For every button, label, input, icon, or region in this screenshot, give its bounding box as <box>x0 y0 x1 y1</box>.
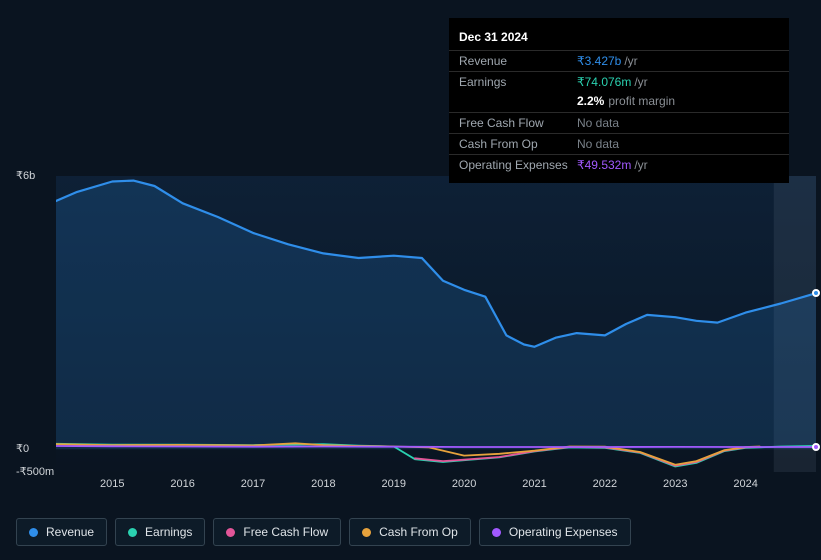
x-axis-label: 2023 <box>663 478 687 490</box>
legend-swatch-icon <box>128 528 137 537</box>
tooltip-row: Cash From OpNo data <box>449 133 789 154</box>
tooltip-row-value: ₹74.076m/yr <box>577 75 779 89</box>
tooltip-row-value: ₹3.427b/yr <box>577 54 779 68</box>
x-axis-label: 2019 <box>382 478 406 490</box>
tooltip-profit-margin: 2.2%profit margin <box>449 92 789 112</box>
tooltip-row: Free Cash FlowNo data <box>449 112 789 133</box>
x-axis-label: 2018 <box>311 478 335 490</box>
y-axis-label: ₹6b <box>16 169 35 182</box>
tooltip-row-label: Operating Expenses <box>459 158 577 172</box>
chart-series-line <box>56 446 816 447</box>
tooltip-row: Operating Expenses₹49.532m/yr <box>449 154 789 175</box>
financials-chart: Dec 31 2024 Revenue₹3.427b/yrEarnings₹74… <box>16 0 805 492</box>
series-end-marker <box>812 289 820 297</box>
y-axis-label: -₹500m <box>16 465 54 478</box>
tooltip-row-value: No data <box>577 116 779 130</box>
tooltip-row-value: ₹49.532m/yr <box>577 158 779 172</box>
y-axis-label: ₹0 <box>16 442 29 455</box>
series-end-marker <box>812 443 820 451</box>
legend-label: Operating Expenses <box>509 525 618 539</box>
legend-item[interactable]: Earnings <box>115 518 205 546</box>
legend-label: Revenue <box>46 525 94 539</box>
tooltip-date: Dec 31 2024 <box>449 26 789 50</box>
tooltip-row-value: No data <box>577 137 779 151</box>
chart-legend: Revenue Earnings Free Cash Flow Cash From O… <box>16 518 631 546</box>
legend-swatch-icon <box>226 528 235 537</box>
legend-item[interactable]: Cash From Op <box>349 518 471 546</box>
legend-label: Cash From Op <box>379 525 458 539</box>
x-axis-label: 2024 <box>733 478 757 490</box>
legend-label: Free Cash Flow <box>243 525 328 539</box>
legend-item[interactable]: Revenue <box>16 518 107 546</box>
legend-swatch-icon <box>29 528 38 537</box>
tooltip-row-label: Cash From Op <box>459 137 577 151</box>
tooltip-row-label: Free Cash Flow <box>459 116 577 130</box>
tooltip-row-label: Earnings <box>459 75 577 89</box>
x-axis-label: 2020 <box>452 478 476 490</box>
tooltip-row: Revenue₹3.427b/yr <box>449 50 789 71</box>
x-axis-label: 2015 <box>100 478 124 490</box>
legend-item[interactable]: Free Cash Flow <box>213 518 341 546</box>
x-axis-label: 2022 <box>593 478 617 490</box>
x-axis-label: 2021 <box>522 478 546 490</box>
x-axis-label: 2017 <box>241 478 265 490</box>
legend-item[interactable]: Operating Expenses <box>479 518 631 546</box>
legend-label: Earnings <box>145 525 192 539</box>
x-axis-label: 2016 <box>170 478 194 490</box>
legend-swatch-icon <box>492 528 501 537</box>
chart-tooltip: Dec 31 2024 Revenue₹3.427b/yrEarnings₹74… <box>449 18 789 183</box>
tooltip-row-label: Revenue <box>459 54 577 68</box>
tooltip-row: Earnings₹74.076m/yr <box>449 71 789 92</box>
legend-swatch-icon <box>362 528 371 537</box>
chart-plot-area[interactable] <box>56 176 816 472</box>
